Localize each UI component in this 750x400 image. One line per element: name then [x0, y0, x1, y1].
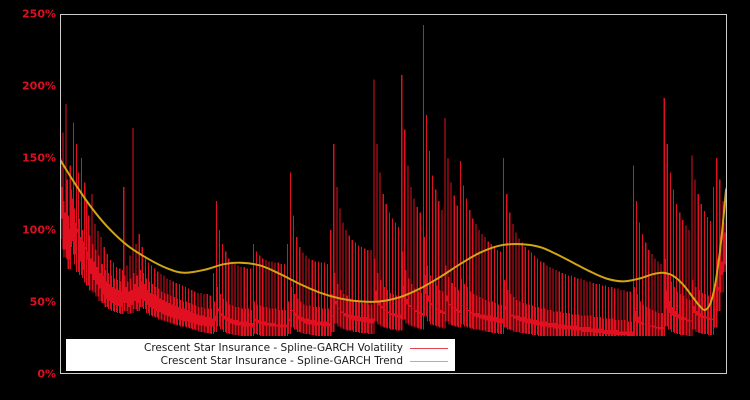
chart-legend: Crescent Star Insurance - Spline-GARCH V…: [66, 339, 455, 371]
plot-area: [60, 14, 727, 374]
y-axis-tick-200: 200%: [22, 79, 56, 93]
y-axis-tick-150: 150%: [22, 151, 56, 165]
legend-label-volatility: Crescent Star Insurance - Spline-GARCH V…: [144, 342, 403, 355]
legend-swatch-volatility: [410, 348, 448, 349]
y-axis-tick-0: 0%: [37, 367, 56, 381]
y-axis-tick-100: 100%: [22, 223, 56, 237]
plot-svg: [61, 25, 726, 336]
y-axis-labels: 250% 200% 150% 100% 50% 0%: [0, 0, 56, 400]
legend-entry-trend: Crescent Star Insurance - Spline-GARCH T…: [67, 355, 454, 368]
y-axis-tick-50: 50%: [29, 295, 56, 309]
legend-entry-volatility: Crescent Star Insurance - Spline-GARCH V…: [67, 342, 454, 355]
legend-swatch-trend: [410, 361, 448, 362]
legend-label-trend: Crescent Star Insurance - Spline-GARCH T…: [160, 355, 403, 368]
y-axis-tick-250: 250%: [22, 7, 56, 21]
volatility-series: [61, 25, 726, 336]
trend-series: [61, 160, 726, 311]
